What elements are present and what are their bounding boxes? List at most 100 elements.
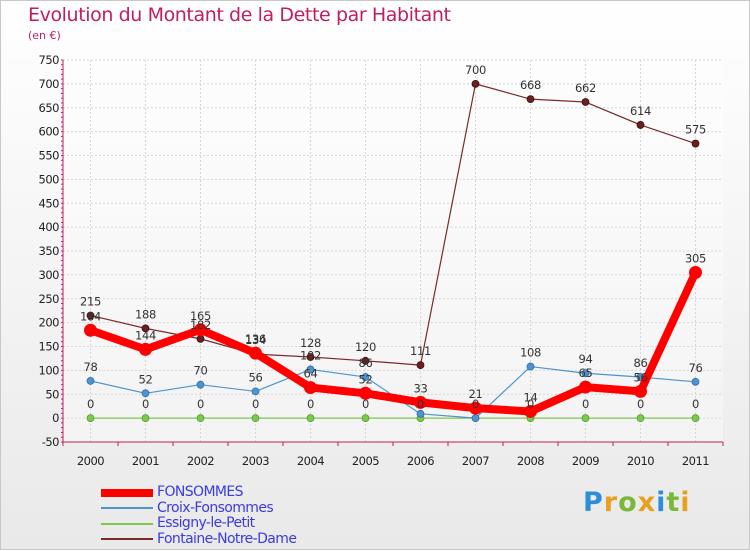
data-label-fontaine-notre-dame: 700 [465,63,486,77]
data-label-fontaine-notre-dame: 662 [575,81,596,95]
data-point-fontaine-notre-dame [196,334,205,343]
logo-letter: i [656,487,667,518]
y-tick-label: 250 [39,292,60,306]
x-tick-label: 2008 [517,454,544,468]
x-tick-label: 2009 [572,454,599,468]
x-tick-label: 2010 [627,454,654,468]
legend-swatch [101,488,153,497]
x-tick-label: 2007 [462,454,489,468]
data-label-croix-fonsommes: 108 [520,346,541,360]
data-label-fonsommes: 184 [80,309,101,323]
data-point-croix-fonsommes [86,376,95,385]
data-point-fontaine-notre-dame [416,361,425,370]
data-label-fontaine-notre-dame: 215 [80,294,101,308]
data-point-essigny-le-petit [691,414,700,423]
y-tick-label: 700 [39,77,60,91]
data-label-fonsommes: 33 [413,381,427,395]
data-label-fonsommes: 14 [523,390,537,404]
data-label-fonsommes: 305 [685,251,706,265]
data-point-essigny-le-petit [581,414,590,423]
data-label-essigny-le-petit: 0 [87,397,94,411]
legend-item-essigny-le-petit: Essigny-le-Petit [101,516,296,532]
data-label-fonsommes: 21 [468,387,482,401]
data-label-croix-fonsommes: 56 [248,370,262,384]
data-point-fontaine-notre-dame [86,311,95,320]
y-tick-label: 550 [39,149,60,163]
x-tick-label: 2005 [352,454,379,468]
data-point-fonsommes [524,404,537,418]
legend-swatch [101,507,153,510]
logo-letter: P [583,487,604,518]
chart-legend: FONSOMMES Croix-Fonsommes Essigny-le-Pet… [101,485,297,548]
y-tick-label: 150 [39,340,60,354]
x-tick-label: 2011 [682,454,709,468]
legend-label: Croix-Fonsommes [157,499,274,516]
legend-swatch [101,538,153,541]
data-point-croix-fonsommes [416,409,425,418]
data-label-croix-fonsommes: 86 [633,356,647,370]
data-label-essigny-le-petit: 0 [362,397,369,411]
data-label-fonsommes: 64 [303,367,317,381]
data-point-fontaine-notre-dame [526,95,535,104]
data-label-essigny-le-petit: 0 [582,397,589,411]
data-label-croix-fonsommes: 94 [578,352,592,366]
data-point-fonsommes [84,323,97,337]
data-label-essigny-le-petit: 0 [472,397,479,411]
y-tick-label: 600 [39,125,60,139]
y-tick-label: 50 [45,387,59,401]
data-point-croix-fonsommes [471,414,480,423]
data-label-essigny-le-petit: 0 [252,397,259,411]
chart-subtitle: (en €) [28,29,61,42]
data-label-fontaine-notre-dame: 134 [245,333,266,347]
data-point-fontaine-notre-dame [141,324,150,333]
data-point-croix-fonsommes [691,377,700,386]
data-label-essigny-le-petit: 0 [307,397,314,411]
y-tick-label: 350 [39,244,60,258]
logo-letter: t [666,487,681,518]
legend-item-fontaine-notre-dame: Fontaine-Notre-Dame [101,531,297,548]
data-label-essigny-le-petit: 0 [527,397,534,411]
data-point-essigny-le-petit [251,414,260,423]
data-point-fontaine-notre-dame [636,121,645,129]
data-point-essigny-le-petit [636,414,645,423]
data-label-essigny-le-petit: 0 [417,397,424,411]
data-label-essigny-le-petit: 0 [142,397,149,411]
data-label-croix-fonsommes: 52 [138,372,152,386]
data-point-essigny-le-petit [306,414,315,423]
data-point-essigny-le-petit [196,414,205,423]
legend-item-fonsommes: FONSOMMES [101,485,296,501]
y-tick-label: 400 [39,220,60,234]
data-point-fontaine-notre-dame [361,356,370,365]
y-tick-label: 100 [39,363,60,377]
data-label-fonsommes: 144 [135,328,156,342]
x-tick-label: 2002 [187,454,214,468]
data-label-fonsommes: 56 [633,370,647,384]
data-label-fontaine-notre-dame: 614 [630,104,651,118]
data-point-fonsommes [634,384,647,398]
data-point-fonsommes [304,381,317,395]
data-point-fonsommes [359,386,372,400]
legend-item-croix-fonsommes: Croix-Fonsommes [101,499,296,517]
data-point-fontaine-notre-dame [306,353,315,361]
x-tick-label: 2000 [77,454,104,468]
data-label-croix-fonsommes: 86 [358,356,372,370]
data-point-croix-fonsommes [361,373,370,381]
y-tick-label: 500 [39,172,60,186]
data-label-fonsommes: 136 [245,332,266,346]
data-label-fontaine-notre-dame: 111 [410,344,431,358]
data-label-croix-fonsommes: 76 [688,361,702,375]
logo-letter: i [680,487,691,518]
y-tick-label: -50 [42,435,59,449]
data-label-fontaine-notre-dame: 188 [135,307,156,321]
data-point-fonsommes [579,380,592,394]
logo-letter: x [637,487,657,518]
data-point-essigny-le-petit [141,414,150,423]
data-label-croix-fonsommes: 78 [83,360,97,374]
data-label-fontaine-notre-dame: 128 [300,336,321,350]
data-point-essigny-le-petit [86,414,95,423]
y-tick-label: 650 [39,101,60,115]
data-point-fonsommes [469,401,482,415]
data-point-fontaine-notre-dame [471,79,480,88]
y-tick-label: 200 [39,316,60,330]
